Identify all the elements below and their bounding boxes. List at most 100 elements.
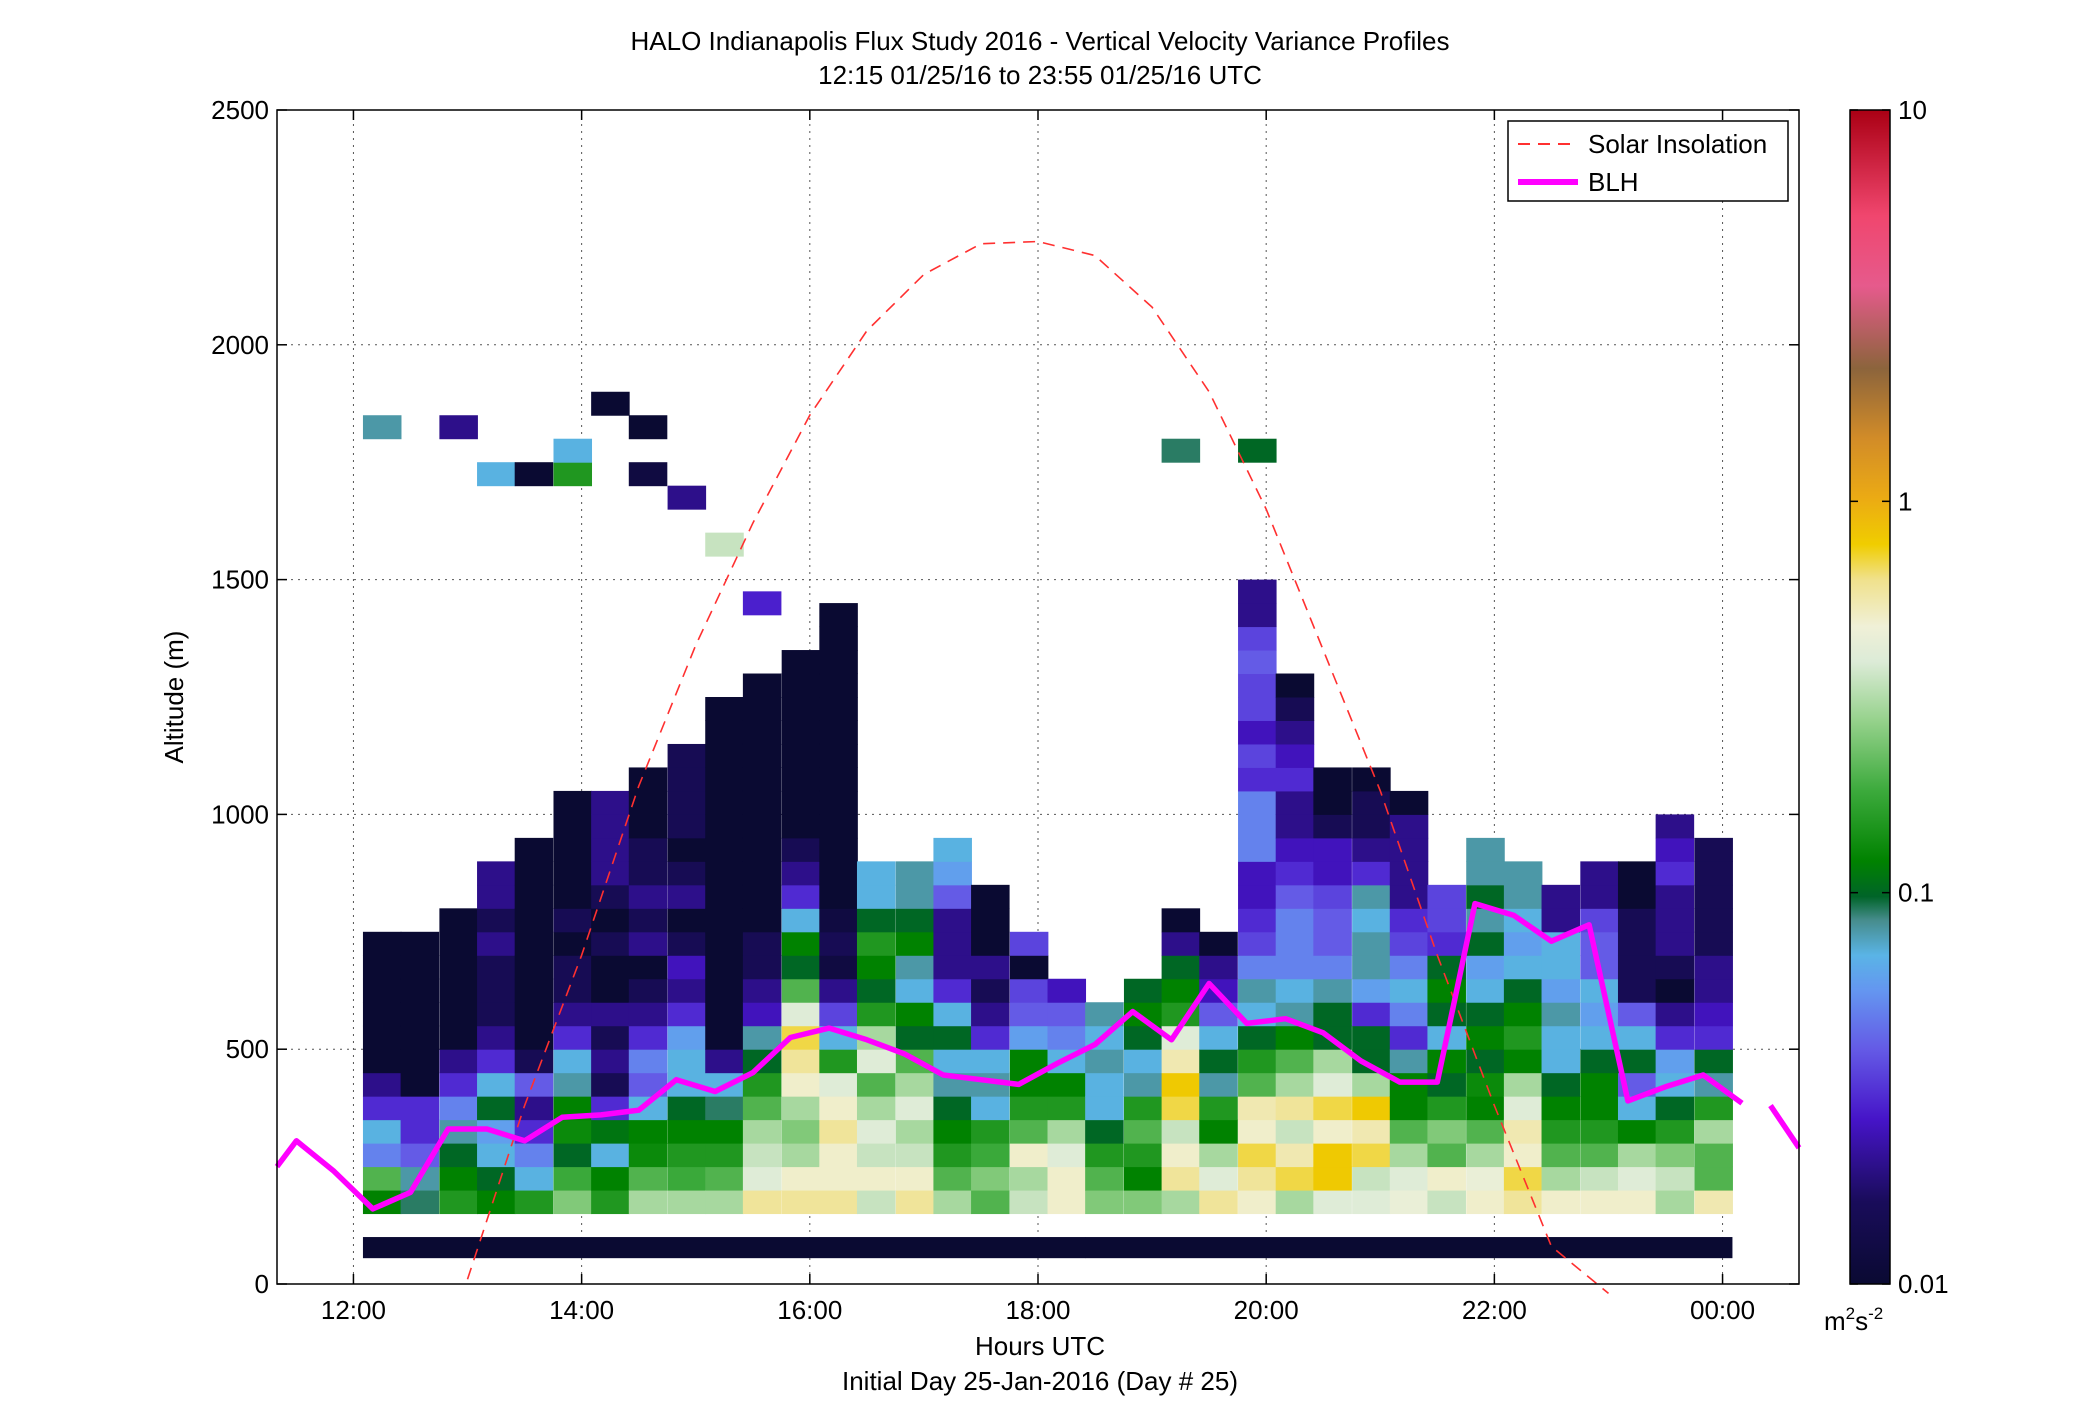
heatmap-cell bbox=[477, 908, 516, 933]
heatmap-cell bbox=[1238, 931, 1277, 956]
heatmap-cell bbox=[1352, 884, 1391, 909]
heatmap-cell bbox=[1580, 1072, 1619, 1097]
y-tick-label: 500 bbox=[226, 1034, 269, 1064]
heatmap-cell bbox=[1541, 1143, 1581, 1168]
heatmap-cell bbox=[742, 743, 782, 768]
x-tick-label: 18:00 bbox=[1005, 1295, 1070, 1325]
colorbar-tick-label: 10 bbox=[1898, 95, 1927, 125]
heatmap-cell bbox=[439, 1072, 478, 1097]
heatmap-cell bbox=[1009, 1025, 1049, 1050]
heatmap-cell bbox=[553, 1049, 593, 1074]
heatmap-cell bbox=[1580, 1096, 1619, 1121]
heatmap-cell bbox=[1466, 955, 1505, 980]
heatmap-cell bbox=[781, 955, 821, 980]
heatmap-cell bbox=[1275, 743, 1315, 768]
heatmap-cell bbox=[1313, 790, 1352, 815]
x-tick-label: 14:00 bbox=[549, 1295, 614, 1325]
heatmap-cell bbox=[1466, 1190, 1505, 1215]
heatmap-cell bbox=[439, 1096, 478, 1121]
heatmap-cell bbox=[705, 955, 744, 980]
heatmap-cell bbox=[1466, 1025, 1505, 1050]
heatmap-cell bbox=[591, 391, 630, 416]
heatmap-cell bbox=[1199, 1119, 1238, 1144]
heatmap-cell bbox=[1123, 1072, 1163, 1097]
heatmap-cell bbox=[667, 1190, 707, 1215]
heatmap-cell bbox=[1466, 978, 1505, 1003]
heatmap-cell bbox=[400, 1049, 440, 1074]
series-line-solar-insolation bbox=[466, 240, 1610, 1295]
heatmap-cell bbox=[856, 861, 896, 886]
heatmap-cell bbox=[971, 908, 1010, 933]
heatmap-cell bbox=[362, 1096, 402, 1121]
heatmap-cell bbox=[477, 1049, 516, 1074]
heatmap-cell bbox=[362, 415, 402, 440]
series-line-blh bbox=[274, 900, 1744, 1212]
heatmap-cell bbox=[742, 1002, 782, 1027]
heatmap-cell bbox=[742, 837, 782, 862]
heatmap-cell bbox=[1541, 955, 1581, 980]
heatmap-cell bbox=[591, 1143, 630, 1168]
heatmap-cell bbox=[1238, 1166, 1277, 1191]
heatmap-cell bbox=[933, 1143, 972, 1168]
heatmap-cell bbox=[856, 931, 896, 956]
heatmap-cell bbox=[439, 908, 478, 933]
heatmap-cell bbox=[781, 884, 821, 909]
heatmap-cell bbox=[1199, 955, 1238, 980]
heatmap-cell bbox=[1427, 1190, 1466, 1215]
heatmap-cell bbox=[1085, 1190, 1124, 1215]
heatmap-cell bbox=[1238, 908, 1277, 933]
heatmap-cell bbox=[933, 908, 972, 933]
heatmap-cell bbox=[933, 837, 972, 862]
heatmap-cell bbox=[667, 485, 707, 510]
heatmap-cell bbox=[1313, 931, 1352, 956]
heatmap-cell bbox=[1009, 1119, 1049, 1144]
heatmap-cell bbox=[1541, 1002, 1581, 1027]
heatmap-cell bbox=[362, 1119, 402, 1144]
heatmap-cell bbox=[819, 955, 858, 980]
heatmap-cell bbox=[742, 1119, 782, 1144]
heatmap-cell bbox=[362, 955, 402, 980]
heatmap-cell bbox=[553, 955, 593, 980]
heatmap-cell bbox=[1275, 931, 1315, 956]
heatmap-cell bbox=[1123, 1002, 1163, 1027]
heatmap-cell bbox=[819, 837, 858, 862]
heatmap-cell bbox=[1313, 1190, 1352, 1215]
colorbar-tick-label: 0.1 bbox=[1898, 878, 1934, 908]
heatmap-cell bbox=[667, 790, 707, 815]
heatmap-cell bbox=[400, 978, 440, 1003]
heatmap-cell bbox=[1617, 1166, 1657, 1191]
heatmap-cell bbox=[1275, 1049, 1315, 1074]
heatmap-cell bbox=[1161, 1166, 1201, 1191]
heatmap-cell bbox=[667, 1166, 707, 1191]
heatmap-cell bbox=[1275, 1096, 1315, 1121]
heatmap-cell bbox=[553, 1166, 593, 1191]
heatmap-cell bbox=[1047, 1072, 1087, 1097]
x-tick-label: 00:00 bbox=[1690, 1295, 1755, 1325]
heatmap-cell bbox=[1275, 908, 1315, 933]
heatmap-cell bbox=[742, 931, 782, 956]
heatmap-cell bbox=[667, 743, 707, 768]
heatmap-cell bbox=[856, 1025, 896, 1050]
heatmap-cell bbox=[1694, 1002, 1733, 1027]
heatmap-cell bbox=[933, 1119, 972, 1144]
heatmap-cell bbox=[1352, 908, 1391, 933]
heatmap-cell bbox=[1580, 1119, 1619, 1144]
heatmap-cell bbox=[1466, 1072, 1505, 1097]
colorbar-unit-mid: s bbox=[1855, 1306, 1868, 1336]
heatmap-cell bbox=[1161, 1190, 1201, 1215]
heatmap-cell bbox=[742, 591, 782, 616]
chart-title: HALO Indianapolis Flux Study 2016 - Vert… bbox=[631, 26, 1450, 56]
heatmap-cell bbox=[1389, 1166, 1429, 1191]
heatmap-cell bbox=[781, 978, 821, 1003]
heatmap-cell bbox=[1123, 1025, 1163, 1050]
heatmap-cell bbox=[1161, 438, 1201, 463]
heatmap-cell bbox=[1123, 1143, 1163, 1168]
heatmap-cell bbox=[1352, 861, 1391, 886]
heatmap-cell bbox=[1238, 790, 1277, 815]
heatmap-cell bbox=[856, 1166, 896, 1191]
heatmap-cell bbox=[477, 1143, 516, 1168]
heatmap-cell bbox=[781, 931, 821, 956]
heatmap-cell bbox=[1655, 1119, 1695, 1144]
x-tick-label: 12:00 bbox=[321, 1295, 386, 1325]
heatmap-cell bbox=[1580, 1143, 1619, 1168]
